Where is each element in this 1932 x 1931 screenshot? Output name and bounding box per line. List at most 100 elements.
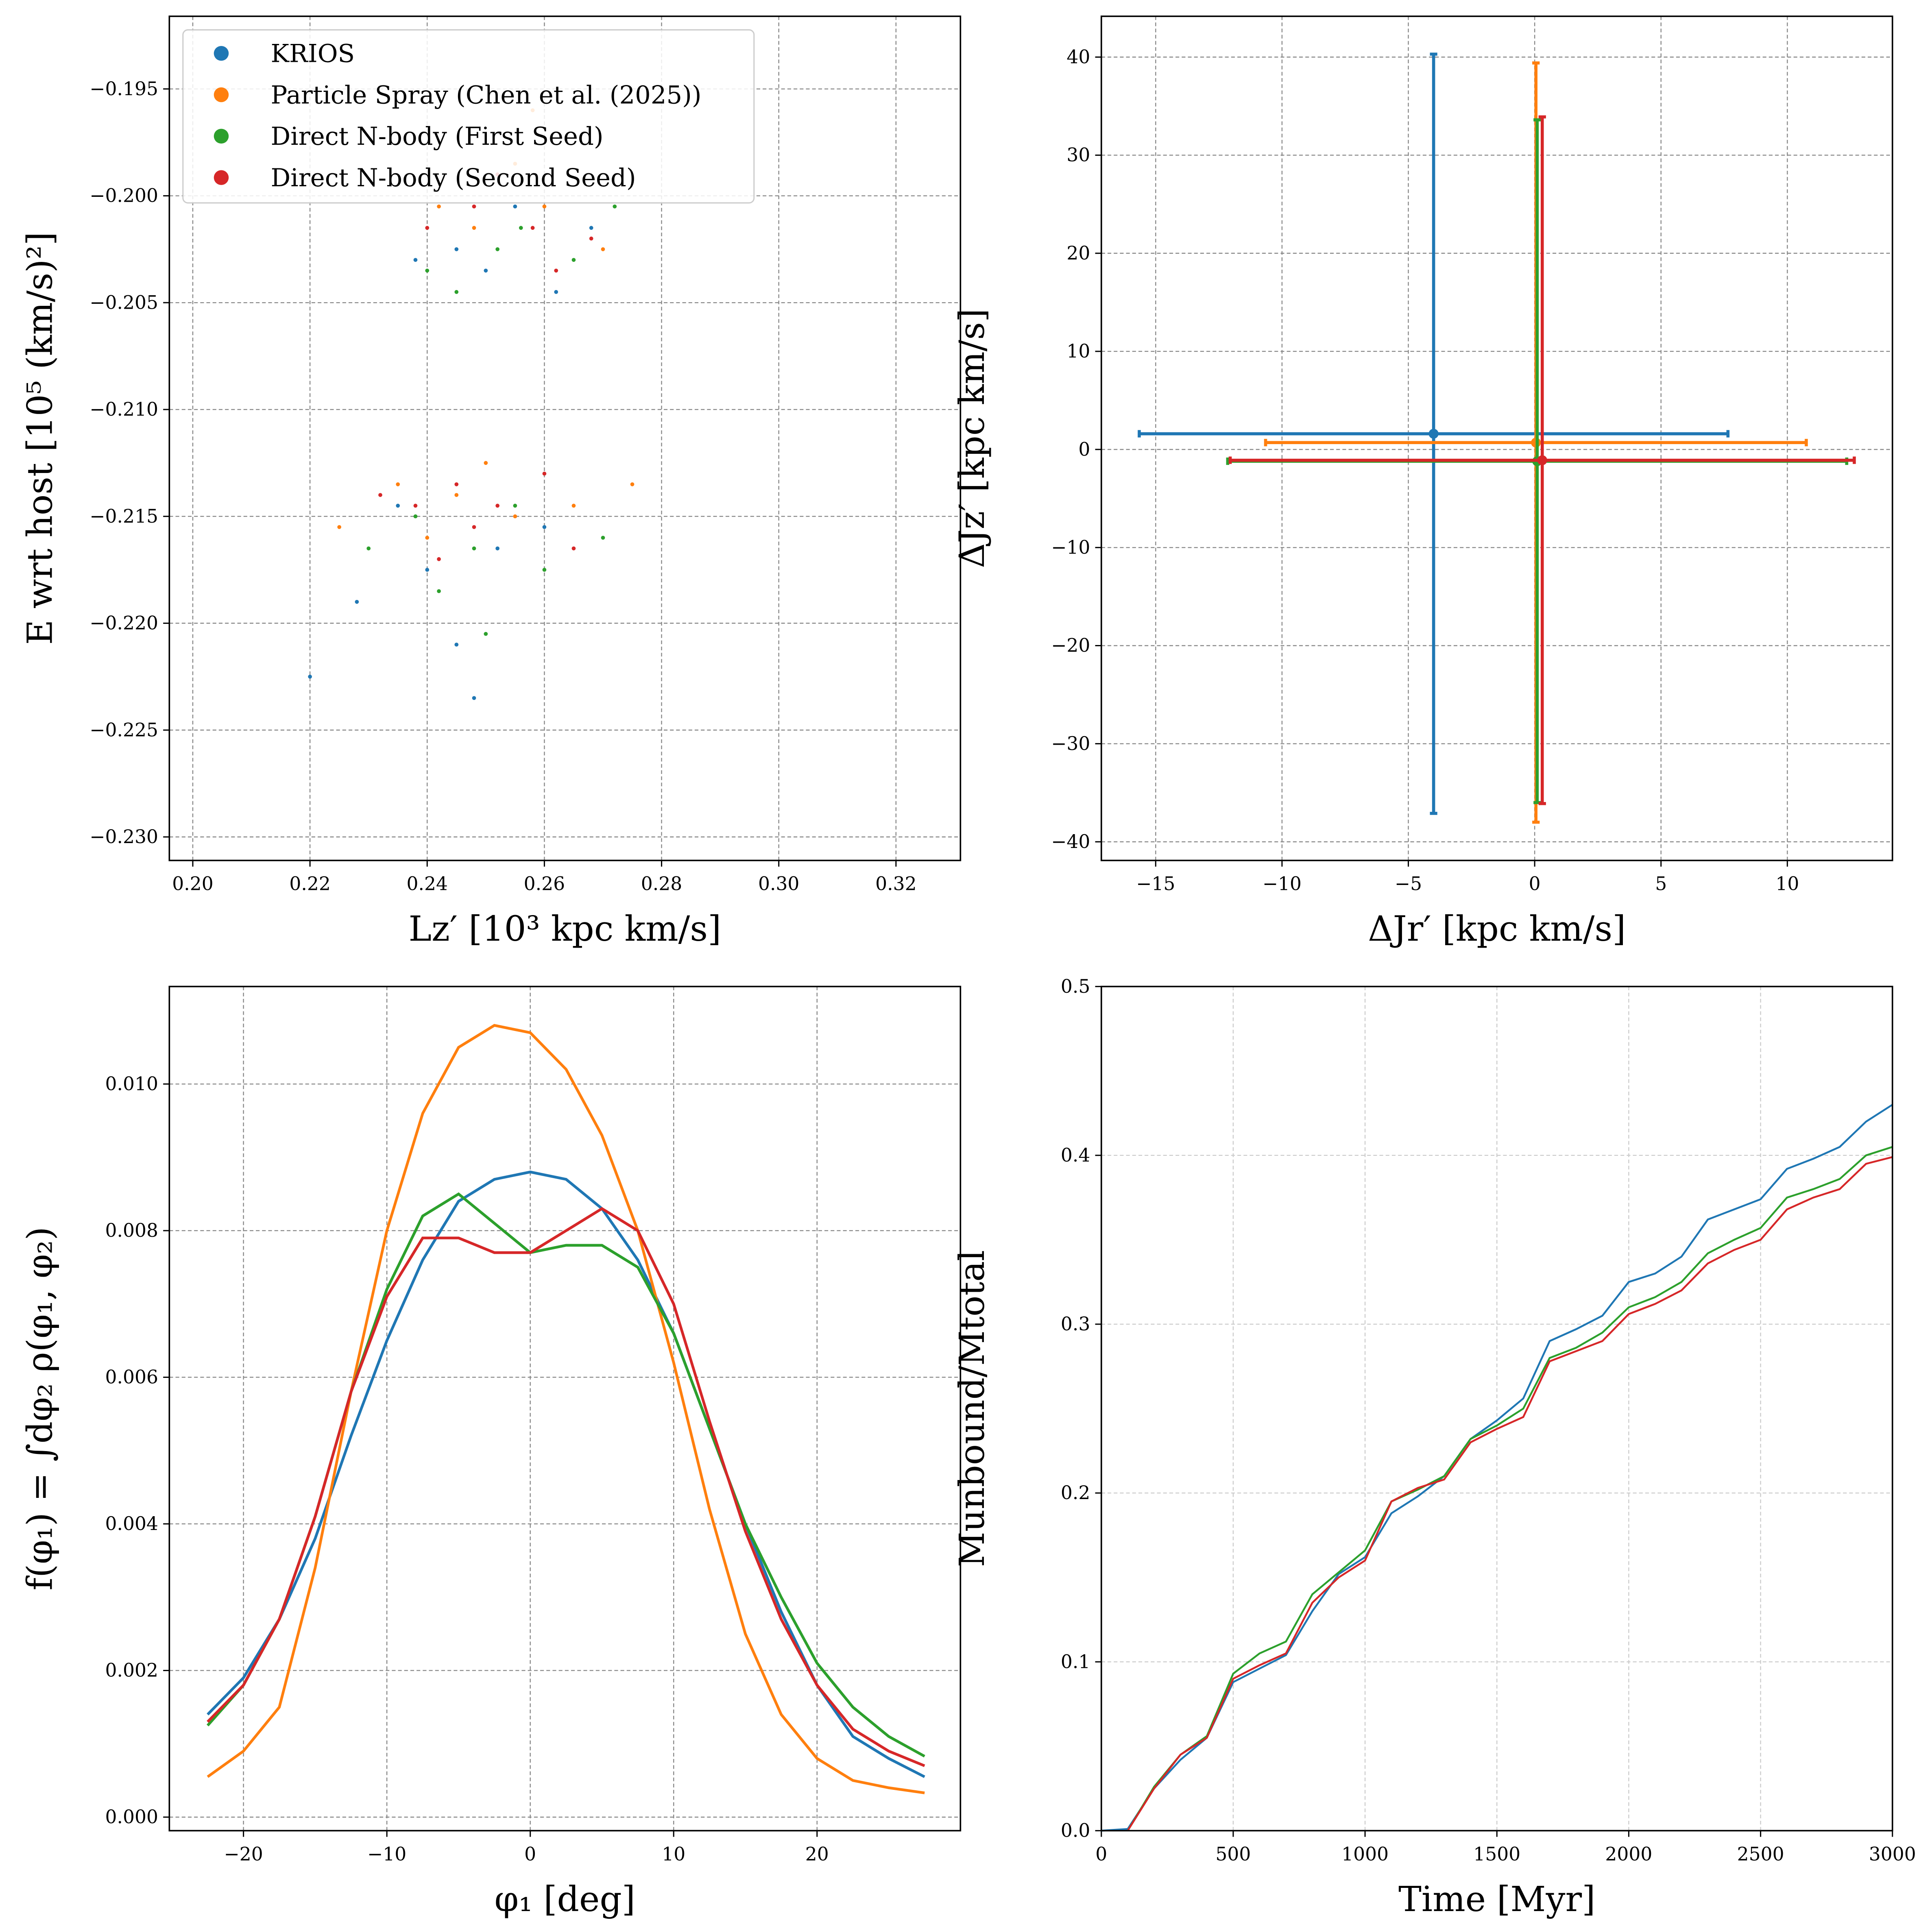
y-axis-label: ΔJz′ [kpc km/s] (952, 309, 992, 568)
scatter-point (337, 525, 342, 529)
scatter-point (495, 546, 500, 551)
x-tick-label: 1000 (1341, 1843, 1389, 1865)
y-tick-label: 0.006 (105, 1367, 158, 1388)
scatter-point (454, 247, 459, 251)
point (1428, 429, 1439, 439)
line (207, 1024, 925, 1794)
point (1537, 455, 1547, 465)
y-tick-label: 0.1 (1061, 1651, 1090, 1672)
y-tick-label: 20 (1066, 242, 1090, 264)
panel: −15 −10 −5 0 5 10 −40 −30 −20 −10 0 10 20 30 40 ΔJr′ [k… (952, 15, 1893, 949)
scatter-point (542, 471, 547, 476)
legend-marker (214, 87, 229, 102)
panel: 0 500 1000 1500 2000 2500 3000 0.0 0.1 0.2 0.3 0.4 0… (952, 976, 1916, 1920)
x-tick-label: 0.24 (407, 873, 448, 895)
y-tick-label: −0.205 (89, 292, 158, 313)
scatter-point (454, 493, 459, 497)
scatter-point (484, 461, 488, 465)
y-tick-label: −0.215 (89, 506, 158, 527)
x-tick-label: 10 (1775, 873, 1799, 895)
x-tick-label: 3000 (1869, 1843, 1916, 1865)
line (1127, 1156, 1893, 1831)
line (1127, 1146, 1893, 1831)
legend-label: Particle Spray (Chen et al. (2025)) (271, 81, 702, 109)
y-tick-label: −0.195 (89, 78, 158, 100)
y-tick-label: −20 (1051, 635, 1090, 656)
y-tick-label: −0.220 (89, 612, 158, 634)
scatter-point (495, 247, 500, 251)
y-tick-label: 0 (1078, 438, 1090, 460)
y-axis-label: E wrt host [10⁵ (km/s)²] (20, 232, 61, 645)
scatter-point (413, 514, 418, 519)
scatter-point (601, 247, 605, 251)
x-tick-label: 0.26 (524, 873, 565, 895)
x-tick-label: 5 (1655, 873, 1667, 895)
scatter-point (425, 226, 430, 230)
scatter-point (454, 482, 459, 486)
scatter-point (630, 482, 635, 486)
scatter-point (396, 503, 400, 508)
scatter-point (425, 536, 430, 540)
legend-marker (214, 46, 229, 61)
scatter-point (513, 514, 517, 519)
panel: −20 −10 0 10 20 0.000 0.002 0.004 0.006 0.008 0.01… (20, 985, 962, 1920)
scatter-point (454, 643, 459, 647)
x-tick-label: −15 (1136, 873, 1175, 895)
scatter-point (613, 204, 617, 209)
x-tick-label: 20 (805, 1843, 829, 1865)
legend-marker (214, 170, 229, 185)
x-tick-label: 0.28 (641, 873, 682, 895)
x-axis-label: ΔJr′ [kpc km/s] (1368, 909, 1626, 949)
legend-label: Direct N-body (Second Seed) (271, 164, 636, 192)
y-tick-label: 0.5 (1061, 976, 1090, 997)
scatter-point (472, 204, 476, 209)
scatter-point (542, 568, 547, 572)
y-tick-label: −0.225 (89, 719, 158, 741)
scatter-point (413, 258, 418, 262)
y-tick-label: 30 (1066, 144, 1090, 166)
scatter-point (601, 536, 605, 540)
x-tick-label: 0.22 (289, 873, 330, 895)
scatter-point (472, 546, 476, 551)
line (207, 1207, 925, 1767)
y-tick-label: 0.4 (1061, 1144, 1090, 1166)
scatter-point (437, 557, 441, 561)
x-tick-label: 0 (1529, 873, 1541, 895)
y-tick-label: −10 (1051, 536, 1090, 558)
scatter-point (554, 290, 558, 294)
scatter-point (484, 632, 488, 636)
y-tick-label: 0.002 (105, 1660, 158, 1681)
x-tick-label: −10 (1263, 873, 1302, 895)
x-tick-label: 2500 (1737, 1843, 1784, 1865)
x-tick-label: −5 (1395, 873, 1422, 895)
scatter-point (472, 226, 476, 230)
scatter-point (513, 204, 517, 209)
scatter-point (513, 503, 517, 508)
x-tick-label: 2000 (1605, 1843, 1652, 1865)
x-axis-label: Lz′ [10³ kpc km/s] (408, 909, 721, 949)
scatter-point (571, 503, 576, 508)
y-tick-label: 10 (1066, 340, 1090, 362)
scatter-point (454, 290, 459, 294)
scatter-point (425, 268, 430, 273)
scatter-point (355, 599, 359, 604)
y-tick-label: 0.004 (105, 1513, 158, 1534)
scatter-point (589, 236, 593, 241)
scatter-point (571, 258, 576, 262)
y-axis-label: Munbound/Mtotal (952, 1250, 992, 1567)
x-axis-label: Time [Myr] (1398, 1879, 1595, 1920)
x-tick-label: 500 (1215, 1843, 1251, 1865)
axes-frame (1100, 15, 1893, 861)
legend-marker (214, 129, 229, 144)
x-tick-label: 10 (662, 1843, 685, 1865)
y-tick-label: 40 (1066, 46, 1090, 68)
legend-label: KRIOS (271, 39, 355, 68)
scatter-point (472, 696, 476, 700)
scatter-point (437, 204, 441, 209)
y-tick-label: 0.0 (1061, 1820, 1090, 1842)
scatter-point (472, 525, 476, 529)
axes-frame (168, 985, 962, 1832)
x-tick-label: 0 (1095, 1843, 1107, 1865)
